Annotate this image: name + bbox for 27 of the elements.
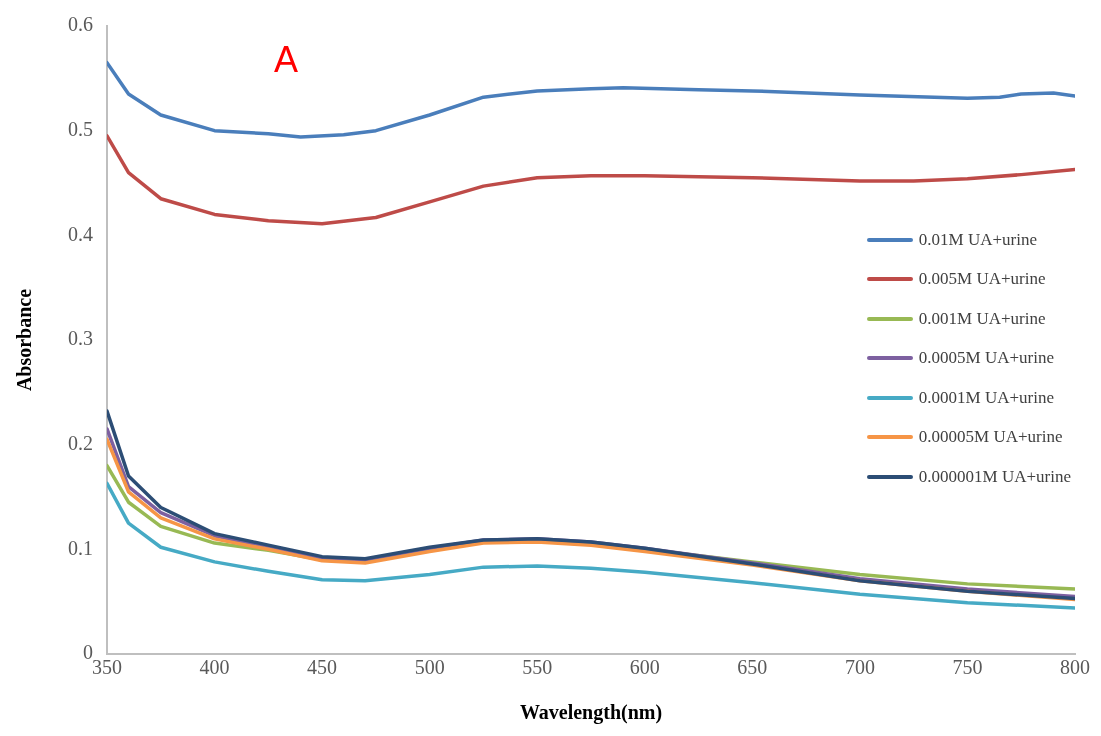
y-axis-title: Absorbance [13, 288, 36, 392]
x-tick-label: 800 [1060, 656, 1090, 679]
y-tick-label: 0.1 [68, 536, 93, 559]
legend-label: 0.00005M UA+urine [918, 427, 1063, 448]
y-tick-label: 0.5 [68, 117, 93, 140]
legend-label: 0.01M UA+urine [918, 229, 1037, 250]
x-tick-label: 450 [307, 656, 338, 679]
x-axis-title: Wavelength(nm) [519, 701, 663, 725]
legend-label: 0.000001M UA+urine [918, 466, 1071, 487]
x-tick-label: 350 [92, 656, 122, 679]
legend-label: 0.005M UA+urine [918, 269, 1046, 290]
legend-label: 0.0001M UA+urine [918, 387, 1054, 408]
x-tick-label: 700 [844, 656, 875, 679]
annotation: A [274, 38, 299, 80]
x-tick-label: 550 [522, 656, 553, 679]
x-tick-label: 650 [737, 656, 768, 679]
y-tick-label: 0.2 [68, 431, 93, 454]
x-tick-label: 600 [629, 656, 660, 679]
legend-label: 0.001M UA+urine [918, 308, 1046, 329]
y-tick-label: 0 [83, 641, 93, 664]
x-tick-label: 400 [199, 656, 230, 679]
x-tick-label: 750 [952, 656, 983, 679]
x-tick-label: 500 [414, 656, 445, 679]
legend-label: 0.0005M UA+urine [918, 348, 1054, 369]
y-tick-label: 0.4 [68, 222, 93, 245]
y-tick-label: 0.3 [68, 327, 93, 350]
y-tick-label: 0.6 [68, 13, 93, 36]
